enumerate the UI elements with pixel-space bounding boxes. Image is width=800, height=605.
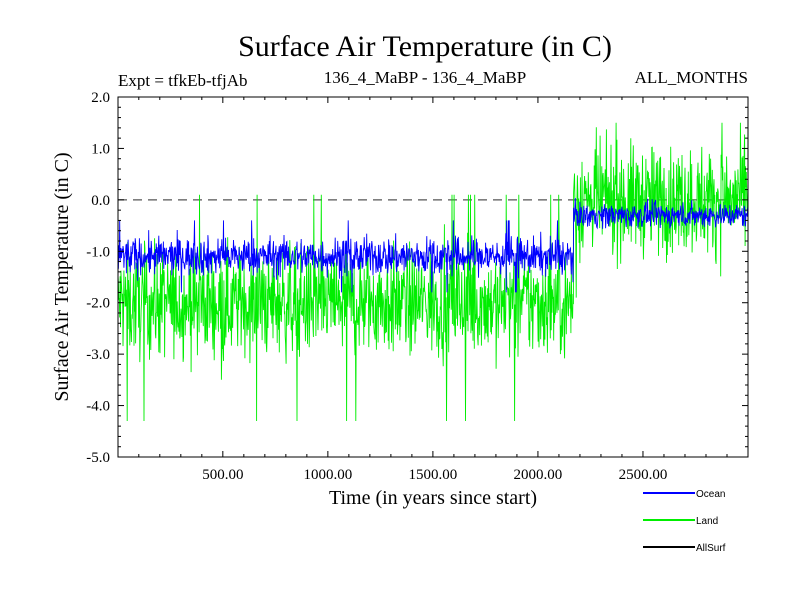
y-axis: -5.0 -4.0 -3.0 -2.0 -1.0 0.0 1.0 2.0 xyxy=(86,90,748,466)
y-tick-label: -2.0 xyxy=(86,296,110,312)
y-tick-label: 0.0 xyxy=(91,193,110,209)
y-tick-label: -3.0 xyxy=(86,347,110,363)
x-tick-label: 500.00 xyxy=(202,467,243,483)
legend-label-allsurf: AllSurf xyxy=(696,543,726,554)
legend-label-ocean: Ocean xyxy=(696,489,725,500)
x-tick-label: 2000.00 xyxy=(514,467,563,483)
x-tick-label: 2500.00 xyxy=(619,467,668,483)
x-tick-label: 1500.00 xyxy=(409,467,458,483)
y-tick-label: 1.0 xyxy=(91,141,110,157)
x-axis-label: Time (in years since start) xyxy=(329,487,537,509)
chart-title: Surface Air Temperature (in C) xyxy=(238,30,612,63)
y-axis-label: Surface Air Temperature (in C) xyxy=(51,152,73,401)
y-tick-label: -4.0 xyxy=(86,399,110,415)
series-line-land xyxy=(117,122,749,422)
x-axis: 500.00 1000.00 1500.00 2000.00 2500.00 xyxy=(138,97,728,483)
months-label: ALL_MONTHS xyxy=(635,68,748,87)
experiment-label: Expt = tfkEb-tfjAb xyxy=(118,71,248,90)
experiment-id-label: 136_4_MaBP - 136_4_MaBP xyxy=(324,68,526,87)
y-tick-label: -1.0 xyxy=(86,244,110,260)
plot-area xyxy=(117,122,749,422)
legend-label-land: Land xyxy=(696,516,718,527)
y-tick-label: 2.0 xyxy=(91,90,110,106)
legend: Ocean Land AllSurf xyxy=(643,489,726,554)
y-tick-label: -5.0 xyxy=(86,450,110,466)
x-tick-label: 1000.00 xyxy=(303,467,352,483)
series-line-ocean xyxy=(117,197,749,293)
